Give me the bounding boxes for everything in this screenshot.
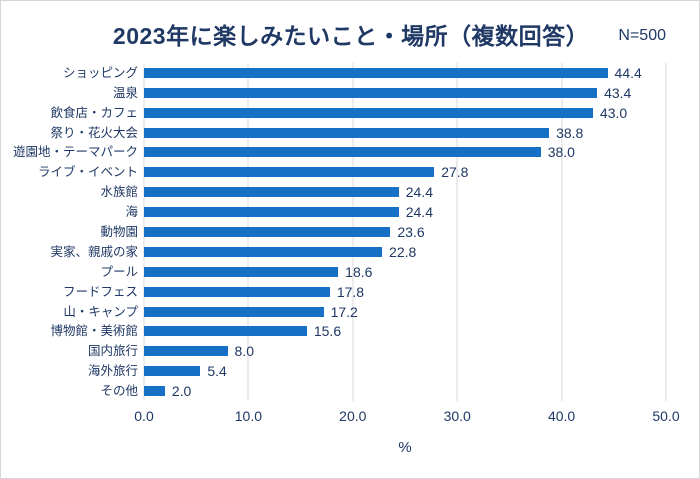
value-label: 15.6: [313, 323, 342, 340]
bar: [144, 346, 228, 357]
category-label: 博物館・美術館: [50, 324, 138, 339]
x-axis-ticks: 0.0 10.0 20.0 30.0 40.0 50.0: [134, 408, 679, 425]
x-tick-label: 10.0: [234, 408, 263, 424]
value-label: 18.6: [345, 263, 373, 280]
bar: [144, 246, 383, 257]
bar: [144, 207, 399, 218]
x-tick-label: 30.0: [443, 408, 471, 424]
bar: [144, 286, 330, 297]
bar: [144, 107, 593, 118]
category-label: 水族館: [100, 184, 138, 199]
value-label: 38.8: [556, 124, 584, 141]
category-label: 海: [125, 204, 138, 219]
bar: [144, 127, 550, 138]
bar: [144, 366, 201, 377]
x-tick-label: 0.0: [134, 408, 154, 424]
category-label: ライブ・イベント: [37, 165, 138, 180]
bar: [144, 386, 165, 397]
category-label: プール: [100, 264, 138, 279]
value-label: 17.8: [336, 283, 365, 300]
value-label: 27.8: [441, 164, 469, 181]
value-label: 8.0: [234, 343, 254, 360]
value-label: 43.0: [599, 104, 628, 121]
bar: [144, 266, 339, 277]
category-axis: ショッピング温泉飲食店・カフェ 祭り・花火大会遊園地・テーマパークライブ・イベント…: [7, 63, 138, 401]
bar: [144, 326, 307, 337]
category-label: 飲食店・カフェ: [50, 105, 138, 120]
value-label: 44.4: [614, 64, 642, 81]
bar: [144, 306, 324, 317]
x-axis-title: %: [398, 439, 412, 456]
category-label: その他: [100, 383, 138, 398]
value-label: 43.4: [604, 84, 632, 101]
category-label: 国内旅行: [87, 344, 138, 359]
category-label: 温泉: [112, 85, 138, 100]
x-tick-label: 50.0: [652, 408, 680, 424]
value-label: 38.0: [547, 144, 575, 161]
value-label: 24.4: [405, 204, 433, 221]
value-label: 17.2: [330, 303, 358, 320]
category-label: 海外旅行: [87, 363, 138, 378]
plot-area: 44.4 43.4 43.0 38.8 38.0 27.8 24.4 24.4 23.6 22.8…: [143, 63, 667, 401]
chart-title: 2023年に楽しみたいこと・場所（複数回答）: [112, 23, 590, 49]
category-label: フードフェス: [62, 284, 138, 299]
value-label: 5.4: [207, 363, 227, 380]
gridline: [665, 63, 667, 401]
bar: [144, 147, 541, 158]
sample-size-label: N=500: [618, 27, 666, 44]
x-tick-label: 20.0: [339, 408, 367, 424]
gridline: [456, 63, 458, 401]
bar: [144, 167, 435, 178]
bar: [144, 87, 598, 98]
bar: [144, 227, 391, 237]
category-label: 実家、親戚の家: [50, 244, 138, 259]
bar: [144, 67, 608, 78]
value-label: 24.4: [405, 184, 433, 201]
value-label: 23.6: [397, 224, 425, 240]
category-label: ショッピング: [62, 65, 138, 80]
category-label: 動物園: [100, 224, 138, 239]
bar: [144, 187, 399, 198]
value-label: 22.8: [389, 243, 417, 260]
x-tick-label: 40.0: [547, 408, 576, 424]
value-label: 2.0: [171, 383, 192, 400]
category-label: 山・キャンプ: [63, 304, 138, 319]
category-label: 遊園地・テーマパーク: [12, 145, 138, 160]
category-label: 祭り・花火大会: [50, 125, 138, 140]
gridline: [561, 63, 563, 401]
